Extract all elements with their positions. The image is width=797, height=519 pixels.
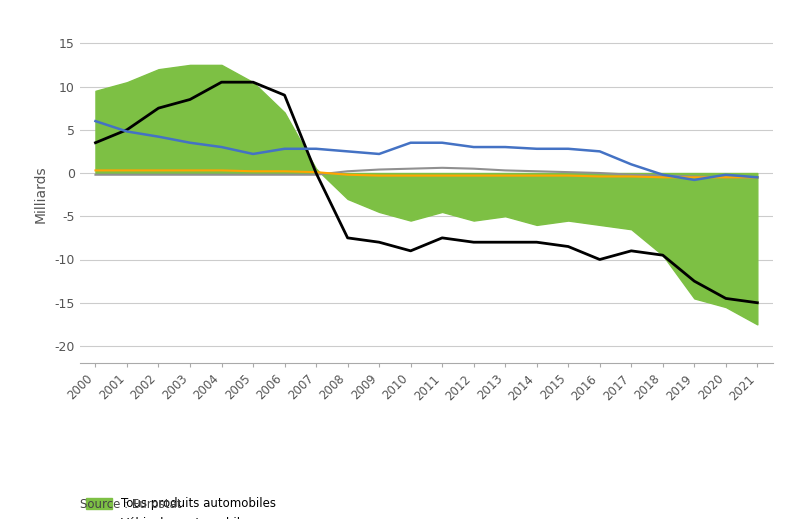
Text: Source : Eurostat: Source : Eurostat (80, 498, 181, 511)
Y-axis label: Milliards: Milliards (33, 166, 48, 224)
Legend: Tous produits automobiles, Véhicules automobiles, Carrosseries, remorques et sem: Tous produits automobiles, Véhicules aut… (85, 497, 548, 519)
